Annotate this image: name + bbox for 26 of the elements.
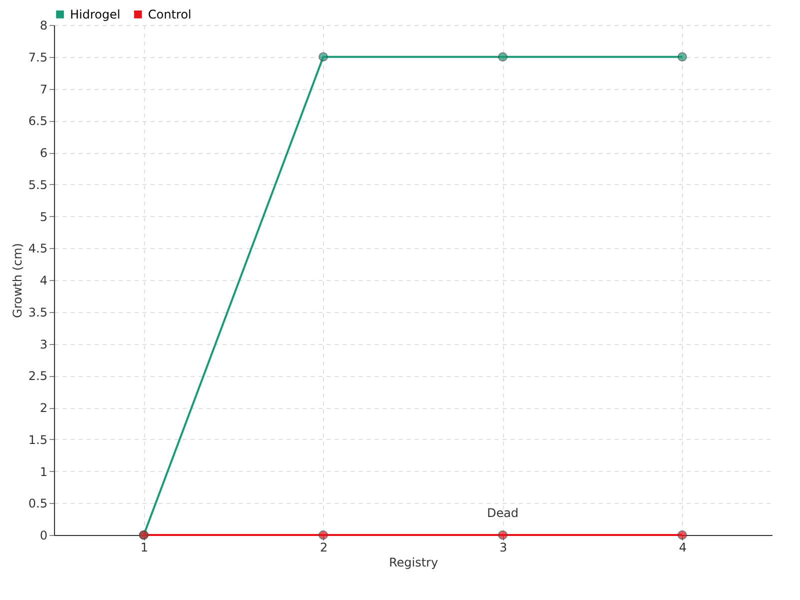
y-tick-label: 1.5 [28, 432, 48, 447]
legend-label: Hidrogel [70, 7, 120, 22]
y-tick-label: 1 [40, 464, 48, 479]
x-tick-label: 4 [678, 540, 687, 554]
y-tick-label: 7 [40, 82, 48, 96]
y-tick-label: 4 [40, 274, 48, 288]
y-tick-label: 2.5 [28, 369, 48, 384]
x-tick-label: 2 [320, 540, 328, 554]
y-tick-label: 2 [40, 401, 48, 415]
y-axis-title: Growth (cm) [10, 243, 24, 318]
y-tick-label: 6 [40, 146, 48, 160]
y-tick-label: 5.5 [28, 178, 48, 192]
y-tick-label: 7.5 [28, 50, 48, 64]
y-tick-label: 3.5 [28, 305, 48, 320]
x-axis-title: Registry [388, 556, 438, 570]
x-tick-label: 1 [140, 540, 148, 554]
x-tick-label: 3 [499, 540, 508, 554]
y-tick-label: 8 [40, 18, 48, 32]
y-tick-label: 3 [40, 337, 48, 352]
y-tick-label: 6.5 [28, 114, 48, 128]
y-tick-label: 0.5 [28, 496, 48, 511]
y-tick-label: 0 [40, 528, 48, 542]
y-tick-label: 4.5 [28, 242, 48, 256]
legend-label: Control [148, 7, 192, 22]
y-tick-label: 5 [40, 210, 48, 224]
annotation: Dead [486, 506, 519, 520]
